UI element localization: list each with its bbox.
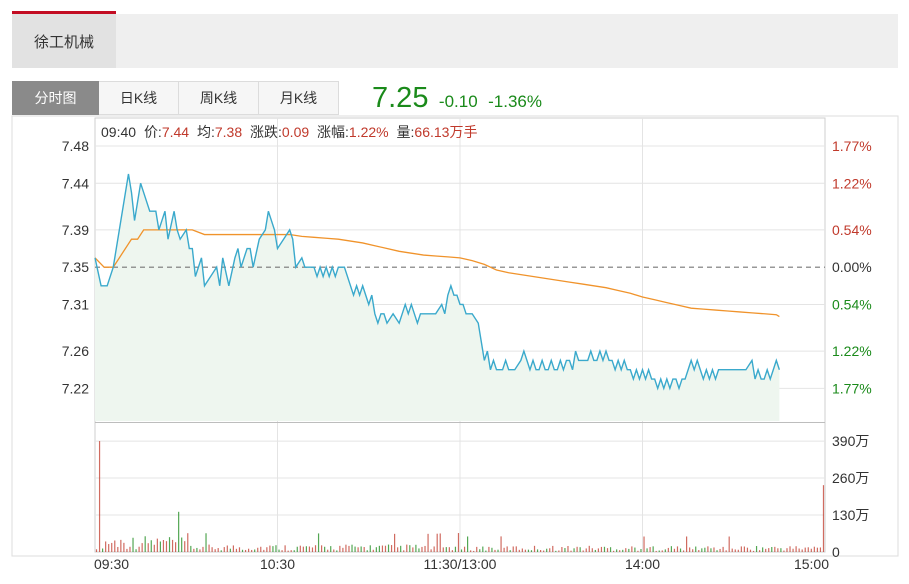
pct-tick-label: 1.22% bbox=[832, 175, 872, 191]
info-change: 0.09 bbox=[282, 124, 309, 140]
info-volume: 66.13万手 bbox=[414, 124, 477, 140]
time-tick-label: 09:30 bbox=[94, 556, 129, 572]
info-avg-label: 均: bbox=[197, 124, 215, 140]
price-axis: 7.48 7.44 7.39 7.35 7.31 7.26 7.22 bbox=[62, 138, 89, 396]
price-tick-label: 7.26 bbox=[62, 343, 89, 359]
price-line bbox=[94, 173, 781, 391]
average-price-line bbox=[94, 229, 780, 318]
time-tick-label: 14:00 bbox=[625, 556, 660, 572]
stock-name-tab[interactable]: 徐工机械 bbox=[12, 11, 116, 68]
price-tick-label: 7.35 bbox=[62, 259, 89, 275]
pct-tick-label: 0.54% bbox=[832, 296, 872, 312]
pct-axis: 1.77% 1.22% 0.54% 0.00% 0.54% 1.22% 1.77% bbox=[832, 138, 872, 396]
time-tick-label: 11:30/13:00 bbox=[424, 556, 497, 572]
tab-monthly-k[interactable]: 月K线 bbox=[259, 81, 339, 115]
volume-tick-label: 390万 bbox=[832, 433, 869, 449]
time-axis: 09:30 10:30 11:30/13:00 14:00 15:00 bbox=[94, 556, 829, 572]
volume-bars bbox=[95, 441, 825, 552]
pct-tick-label: 0.00% bbox=[832, 259, 872, 275]
volume-tick-label: 260万 bbox=[832, 470, 869, 486]
quote-price: 7.25 bbox=[372, 82, 429, 114]
info-pct-label: 涨幅: bbox=[317, 124, 349, 140]
pct-tick-label: 0.54% bbox=[832, 222, 872, 238]
info-pct: 1.22% bbox=[349, 124, 389, 140]
period-tabs: 分时图 日K线 周K线 月K线 bbox=[12, 81, 339, 115]
info-price-label: 价: bbox=[144, 124, 162, 140]
time-tick-label: 15:00 bbox=[794, 556, 829, 572]
pct-tick-label: 1.77% bbox=[832, 138, 872, 154]
chart-outer-border bbox=[11, 115, 899, 557]
price-tick-label: 7.48 bbox=[62, 138, 89, 154]
quote-change: -0.10 bbox=[438, 92, 478, 111]
info-price: 7.44 bbox=[162, 124, 189, 140]
quote-change-pct: -1.36% bbox=[488, 92, 542, 111]
pct-tick-label: 1.77% bbox=[832, 380, 872, 396]
info-line: 09:40 价:7.44 均:7.38 涨跌:0.09 涨幅:1.22% 量:6… bbox=[101, 124, 477, 140]
pct-tick-label: 1.22% bbox=[832, 343, 872, 359]
info-avg: 7.38 bbox=[215, 124, 242, 140]
volume-tick-label: 130万 bbox=[832, 507, 869, 523]
time-tick-label: 10:30 bbox=[260, 556, 295, 572]
tab-intraday[interactable]: 分时图 bbox=[12, 81, 99, 115]
quote-summary: 7.25 -0.10 -1.36% bbox=[372, 82, 542, 116]
volume-axis: 390万 260万 130万 0 bbox=[832, 433, 869, 560]
price-tick-label: 7.31 bbox=[62, 296, 89, 312]
info-volume-label: 量: bbox=[397, 124, 415, 140]
price-tick-label: 7.22 bbox=[62, 380, 89, 396]
price-area-fill bbox=[95, 173, 780, 421]
price-tick-label: 7.44 bbox=[62, 175, 89, 191]
info-change-label: 涨跌: bbox=[250, 124, 282, 140]
tab-weekly-k[interactable]: 周K线 bbox=[179, 81, 259, 115]
price-tick-label: 7.39 bbox=[62, 222, 89, 238]
top-bar: 徐工机械 bbox=[12, 11, 898, 68]
volume-tick-label: 0 bbox=[832, 544, 840, 560]
info-time: 09:40 bbox=[101, 124, 136, 140]
tab-daily-k[interactable]: 日K线 bbox=[99, 81, 179, 115]
